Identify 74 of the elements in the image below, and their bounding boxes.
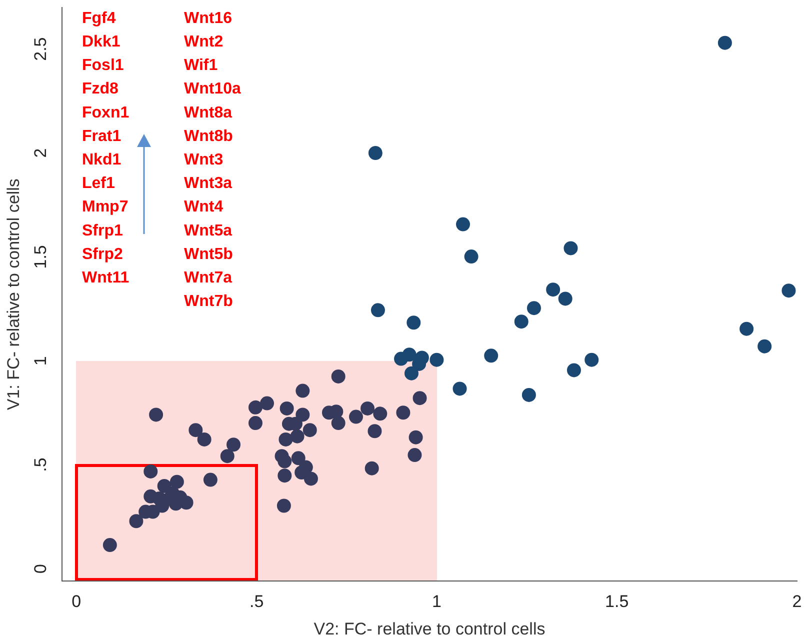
point <box>464 250 478 264</box>
y-axis-title: V1: FC- relative to control cells <box>4 178 23 410</box>
point <box>129 514 144 528</box>
point <box>396 406 410 420</box>
point <box>368 146 382 160</box>
point <box>302 423 317 438</box>
point <box>452 382 467 396</box>
point <box>197 432 212 446</box>
point <box>349 410 363 424</box>
point <box>296 384 310 398</box>
point <box>188 423 203 438</box>
point <box>522 388 536 402</box>
y-tick-label: 1 <box>31 356 50 366</box>
point <box>170 474 184 489</box>
point <box>412 391 427 406</box>
point <box>404 366 418 380</box>
point <box>484 348 498 363</box>
x-tick-label: 1 <box>432 592 442 612</box>
point <box>370 303 385 318</box>
point <box>546 282 560 297</box>
point <box>276 498 291 513</box>
x-tick-label: .5 <box>249 592 264 612</box>
point <box>430 352 444 367</box>
text: Fgf4 Dkk1 Fosl1 Fzd8 Foxn1 Frat1 Nkd1 Lef1 Mmp7 Sfrp1 Sfrp2 Wnt11 <box>82 10 130 287</box>
point <box>280 401 294 416</box>
point <box>203 472 218 487</box>
y-tick-label: 0 <box>31 564 50 574</box>
point <box>291 451 306 466</box>
y-tick-label: .5 <box>31 458 50 472</box>
point <box>566 363 581 378</box>
point <box>360 401 375 416</box>
x-axis-title: V2: FC- relative to control cells <box>314 619 546 638</box>
point <box>248 400 262 414</box>
x-tick-label: 1.5 <box>605 592 629 612</box>
text: Wnt16 Wnt2 Wif1 Wnt10a Wnt8a Wnt8b Wnt3 Wnt3a Wnt4 Wnt5a Wnt5b Wnt7a Wnt7b <box>184 10 241 310</box>
point <box>290 429 304 444</box>
point <box>408 430 423 444</box>
point <box>406 316 421 330</box>
point <box>412 356 426 371</box>
point <box>226 438 240 452</box>
y-tick-label: 2 <box>31 148 50 158</box>
point <box>364 461 379 476</box>
x-tick-label: 0 <box>72 592 82 612</box>
point <box>102 538 117 552</box>
point <box>456 217 470 232</box>
point <box>558 292 572 306</box>
point <box>758 339 772 354</box>
point <box>564 241 578 256</box>
x-tick-label: 2 <box>792 592 802 612</box>
point <box>782 284 796 298</box>
point <box>304 472 318 486</box>
y-tick-label: 1.5 <box>31 245 50 269</box>
point <box>514 314 528 329</box>
point <box>526 301 541 316</box>
point <box>402 348 416 362</box>
y-tick-label: 2.5 <box>31 37 50 61</box>
point <box>278 432 293 446</box>
point <box>260 396 274 410</box>
point <box>408 448 422 462</box>
point <box>248 416 262 430</box>
point <box>373 406 388 421</box>
point <box>584 352 599 367</box>
point <box>718 36 732 50</box>
point <box>331 416 346 430</box>
point <box>220 449 234 464</box>
point <box>149 408 164 422</box>
point <box>144 464 158 478</box>
point <box>278 454 292 468</box>
point <box>152 491 166 506</box>
point <box>740 322 754 336</box>
point <box>368 424 382 438</box>
point <box>331 369 346 384</box>
point <box>296 408 310 422</box>
point <box>278 468 292 483</box>
